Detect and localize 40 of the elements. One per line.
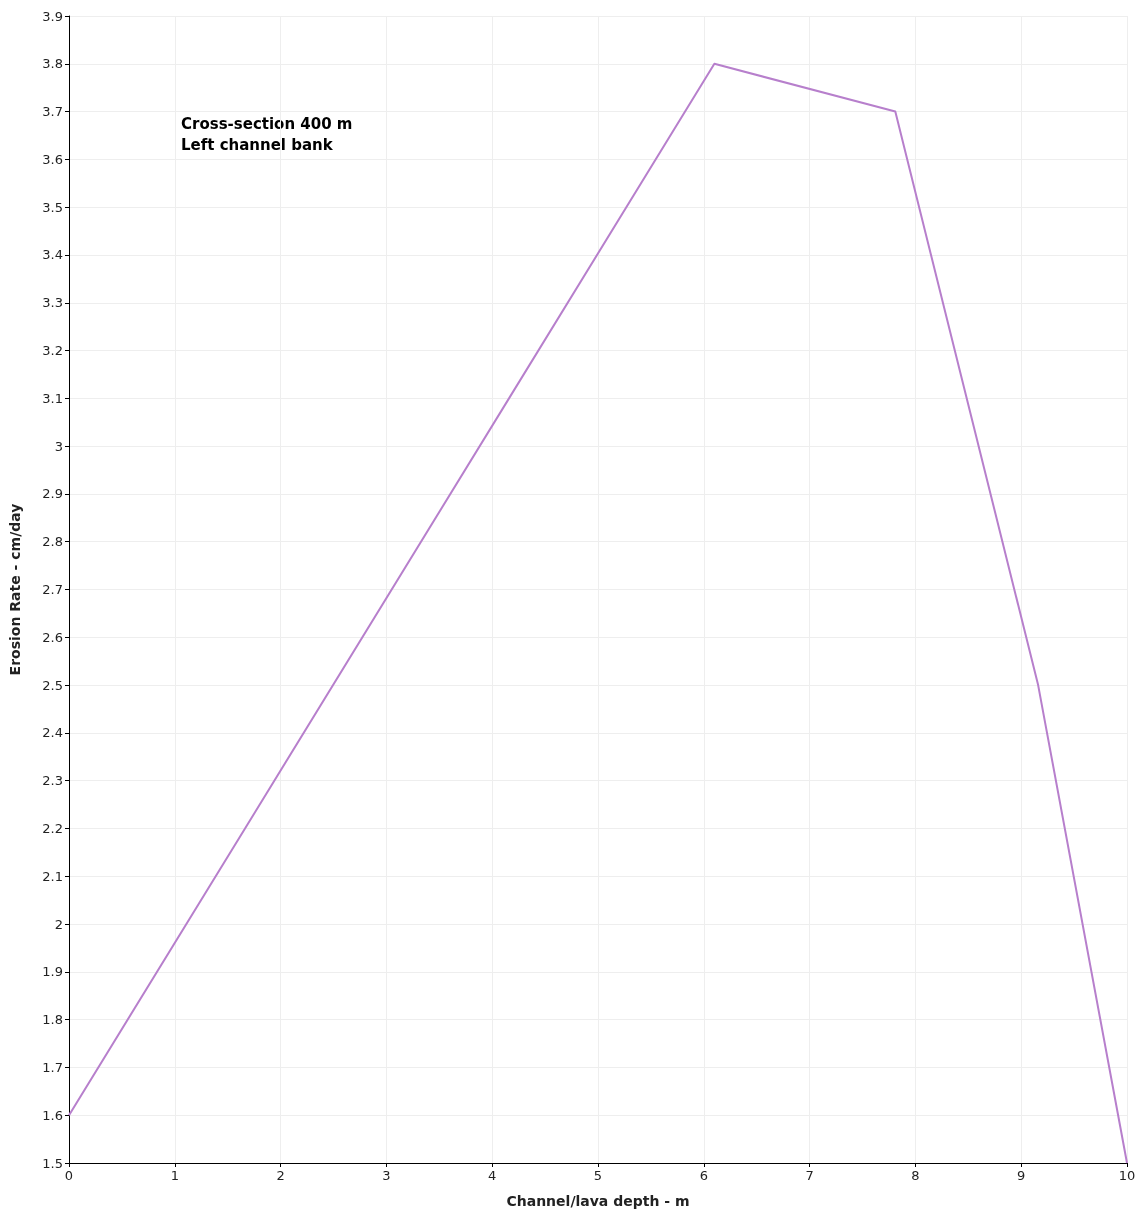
x-tick-label: 8 [911, 1168, 920, 1183]
y-tick-label: 2.3 [42, 773, 63, 789]
x-tick-label: 7 [805, 1168, 814, 1183]
y-tick-label: 2.2 [42, 820, 63, 836]
y-tick-label: 3.1 [42, 390, 63, 406]
x-axis-title: Channel/lava depth - m [506, 1193, 690, 1209]
y-tick-label: 1.9 [42, 964, 63, 980]
y-tick-label: 3.3 [42, 295, 63, 311]
y-tick-label: 1.7 [42, 1059, 63, 1075]
y-tick-label: 3.2 [42, 343, 63, 359]
annotation: Cross-section 400 m [181, 114, 353, 133]
y-tick-label: 3.8 [42, 56, 63, 72]
x-tick-label: 4 [488, 1168, 497, 1183]
y-tick-label: 1.6 [42, 1107, 63, 1123]
y-tick-label: 3 [54, 438, 63, 454]
y-tick-label: 1.5 [42, 1155, 63, 1171]
y-tick-label: 2.1 [42, 868, 63, 884]
y-tick-label: 2.7 [42, 582, 63, 597]
y-tick-label: 2.5 [42, 677, 63, 693]
y-tick-label: 2 [54, 916, 63, 932]
x-tick-label: 5 [593, 1168, 603, 1183]
y-tick-label: 3.9 [42, 8, 63, 24]
x-tick-label: 6 [699, 1168, 708, 1183]
y-axis-title: Erosion Rate - cm/day [7, 503, 23, 676]
y-tick-label: 1.8 [42, 1012, 63, 1028]
y-tick-label: 3.6 [42, 151, 63, 167]
x-tick-label: 10 [1118, 1168, 1136, 1183]
x-tick-label: 1 [170, 1168, 179, 1183]
x-tick-label: 9 [1017, 1168, 1026, 1183]
y-tick-label: 2.4 [42, 725, 63, 741]
y-tick-label: 3.4 [42, 247, 63, 263]
y-tick-label: 2.8 [42, 534, 63, 550]
annotation: Left channel bank [181, 135, 334, 154]
x-tick-label: 2 [276, 1168, 285, 1183]
y-tick-label: 2.9 [42, 486, 63, 502]
y-tick-label: 2.6 [42, 629, 63, 645]
x-tick-label: 3 [382, 1168, 391, 1183]
x-tick-label: 0 [64, 1168, 74, 1183]
y-tick-label: 3.7 [42, 104, 63, 120]
y-tick-label: 3.5 [42, 199, 63, 215]
